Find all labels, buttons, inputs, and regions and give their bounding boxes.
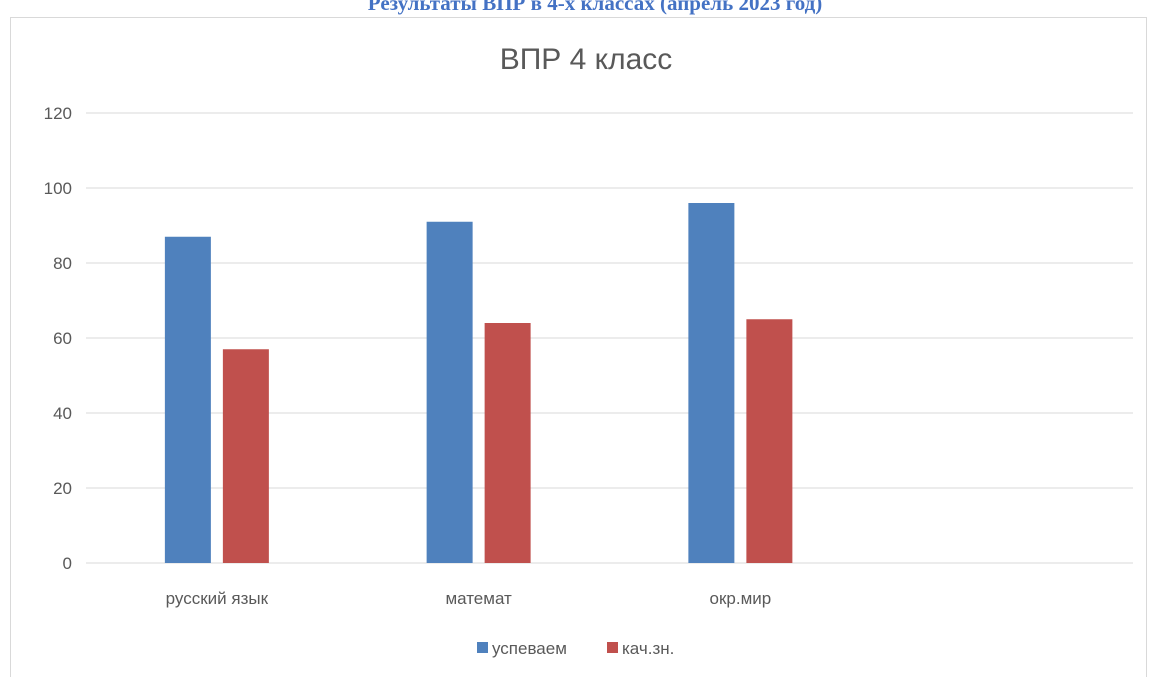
y-tick-label: 0 [63, 554, 72, 573]
legend: успеваем кач.зн. [477, 639, 674, 658]
bar-kach-zn-0 [222, 349, 269, 563]
bar-uspevaem-2 [688, 203, 735, 563]
y-tick-label: 20 [53, 479, 72, 498]
bar-uspevaem-1 [426, 221, 473, 563]
bar-kach-zn-1 [484, 323, 531, 563]
bar-uspevaem-0 [164, 236, 211, 563]
legend-swatch [477, 642, 488, 653]
y-tick-label: 100 [44, 179, 72, 198]
y-tick-label: 120 [44, 104, 72, 123]
bar-kach-zn-2 [746, 319, 793, 563]
gridlines [86, 112, 1133, 564]
document-heading: Результаты ВПР в 4-х классах (апрель 202… [367, 0, 823, 15]
x-category-label: окр.мир [710, 589, 772, 608]
chart-border [10, 17, 1147, 677]
y-tick-label: 80 [53, 254, 72, 273]
legend-label: успеваем [492, 639, 567, 658]
y-axis-ticks: 0 20 40 60 80 100 120 [44, 104, 72, 573]
chart-title: ВПР 4 класс [500, 43, 673, 76]
legend-swatch [607, 642, 618, 653]
x-category-label: русский язык [166, 589, 269, 608]
y-tick-label: 40 [53, 404, 72, 423]
bars [164, 203, 793, 563]
x-category-label: математ [445, 589, 512, 608]
y-tick-label: 60 [53, 329, 72, 348]
x-axis-labels: русский язык математ окр.мир [166, 589, 772, 608]
legend-label: кач.зн. [622, 639, 674, 658]
